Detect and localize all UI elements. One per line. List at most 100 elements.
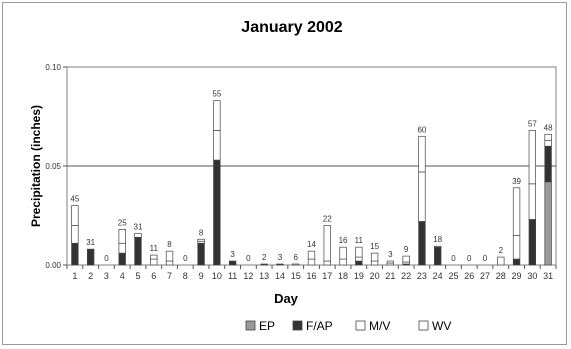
x-tick-label: 29 bbox=[512, 271, 522, 281]
data-label: 3 bbox=[230, 250, 235, 259]
x-tick-label: 19 bbox=[354, 271, 364, 281]
x-tick-label: 23 bbox=[417, 271, 427, 281]
data-label: 31 bbox=[134, 222, 143, 231]
bar-segment-m-v bbox=[150, 258, 158, 266]
data-label: 9 bbox=[404, 245, 409, 254]
x-tick-label: 24 bbox=[433, 271, 443, 281]
x-tick-label: 28 bbox=[496, 271, 506, 281]
bar-segment-ep bbox=[544, 181, 552, 266]
x-tick-label: 26 bbox=[464, 271, 474, 281]
bar-segment-f-ap bbox=[86, 248, 95, 266]
bar-segment-wv bbox=[292, 263, 300, 266]
bar-segment-m-v bbox=[434, 245, 442, 248]
x-tick-label: 4 bbox=[120, 271, 125, 281]
data-label: 8 bbox=[199, 228, 204, 237]
data-label: 11 bbox=[355, 236, 364, 245]
data-label: 0 bbox=[467, 254, 472, 263]
bar-segment-m-v bbox=[512, 234, 521, 260]
data-label: 39 bbox=[512, 177, 521, 186]
chart-title: January 2002 bbox=[241, 19, 343, 36]
bar-segment-f-ap bbox=[512, 258, 521, 266]
data-label: 3 bbox=[388, 250, 393, 259]
bar-segment-f-ap bbox=[71, 242, 79, 266]
x-tick-label: 30 bbox=[527, 271, 537, 281]
x-tick-label: 2 bbox=[88, 271, 93, 281]
data-label: 22 bbox=[323, 214, 332, 223]
bar-segment-m-v bbox=[418, 171, 426, 222]
bar-segment-wv bbox=[323, 225, 331, 262]
data-label: 6 bbox=[293, 253, 298, 262]
y-axis-label: Precipitation (inches) bbox=[29, 105, 43, 227]
bar-segment-f-ap bbox=[276, 263, 284, 266]
data-label: 0 bbox=[483, 254, 488, 263]
x-axis-label: Day bbox=[274, 291, 299, 306]
bar-segment-f-ap bbox=[528, 219, 537, 266]
data-label: 60 bbox=[417, 125, 426, 134]
y-tick-label: 0.00 bbox=[45, 261, 61, 270]
legend-swatch-m-v bbox=[355, 320, 366, 331]
x-tick-label: 15 bbox=[291, 271, 301, 281]
x-tick-label: 18 bbox=[338, 271, 348, 281]
bar-segment-wv bbox=[165, 250, 174, 262]
data-label: 55 bbox=[212, 90, 221, 99]
x-tick-label: 3 bbox=[104, 271, 109, 281]
x-tick-label: 1 bbox=[72, 271, 77, 281]
data-label: 25 bbox=[118, 218, 127, 227]
bar-segment-m-v bbox=[213, 130, 221, 161]
x-tick-label: 31 bbox=[543, 271, 553, 281]
data-label: 2 bbox=[262, 253, 267, 262]
legend-swatch-f-ap bbox=[292, 320, 303, 331]
bar-segment-wv bbox=[197, 238, 205, 242]
bar-segment-m-v bbox=[370, 260, 379, 266]
x-tick-label: 7 bbox=[167, 271, 172, 281]
x-tick-label: 14 bbox=[275, 271, 285, 281]
x-tick-label: 8 bbox=[183, 271, 188, 281]
x-tick-label: 10 bbox=[212, 271, 222, 281]
data-label: 48 bbox=[544, 123, 553, 132]
bar-segment-wv bbox=[307, 250, 316, 260]
bar-segment-m-v bbox=[118, 242, 126, 254]
bar-segment-m-v bbox=[528, 183, 537, 220]
bar-segment-wv bbox=[418, 135, 426, 173]
data-label: 45 bbox=[70, 195, 79, 204]
x-tick-label: 5 bbox=[135, 271, 140, 281]
legend-label-m-v: M/V bbox=[369, 319, 390, 333]
bar-segment-f-ap bbox=[434, 246, 442, 266]
data-label: 18 bbox=[433, 235, 442, 244]
bar-segment-wv bbox=[544, 133, 552, 141]
data-label: 0 bbox=[246, 254, 251, 263]
x-tick-label: 25 bbox=[448, 271, 458, 281]
data-label: 3 bbox=[278, 253, 283, 262]
bar-segment-wv bbox=[528, 130, 537, 185]
x-tick-label: 16 bbox=[306, 271, 316, 281]
x-tick-label: 20 bbox=[370, 271, 380, 281]
bar-segment-m-v bbox=[323, 260, 331, 266]
data-label: 2 bbox=[499, 246, 504, 255]
bar-segment-m-v bbox=[355, 256, 363, 262]
data-label: 0 bbox=[183, 254, 188, 263]
legend: EP F/AP M/V WV bbox=[245, 319, 451, 333]
bar-segment-f-ap bbox=[213, 159, 221, 266]
y-tick-label: 0.10 bbox=[45, 63, 61, 72]
bar-segment-f-ap bbox=[418, 221, 426, 266]
bar-segment-wv bbox=[355, 246, 363, 258]
bar-segment-f-ap bbox=[544, 145, 552, 183]
bar-segment-f-ap bbox=[197, 242, 205, 266]
bar-segment-wv bbox=[118, 229, 126, 244]
bar-segment-f-ap bbox=[355, 260, 363, 266]
x-tick-label: 21 bbox=[385, 271, 395, 281]
bar-segment-wv bbox=[497, 256, 505, 266]
x-tick-label: 17 bbox=[322, 271, 332, 281]
bar-segment-wv bbox=[402, 255, 410, 263]
data-label: 57 bbox=[528, 119, 537, 128]
bar-segment-m-v bbox=[134, 232, 142, 238]
data-label: 11 bbox=[150, 244, 159, 253]
bar-segment-wv bbox=[71, 205, 79, 226]
data-label: 16 bbox=[339, 236, 348, 245]
data-label: 15 bbox=[370, 242, 379, 251]
bar-segment-wv bbox=[386, 260, 395, 264]
x-tick-label: 11 bbox=[228, 271, 237, 281]
legend-label-f-ap: F/AP bbox=[306, 319, 333, 333]
bar-segment-wv bbox=[339, 246, 347, 260]
